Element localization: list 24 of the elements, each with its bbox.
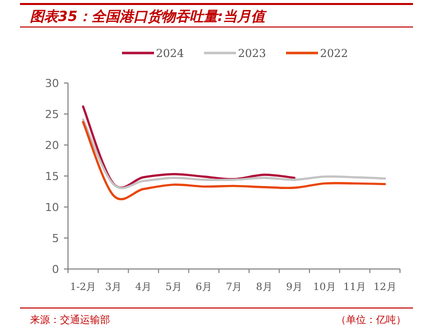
y-tick-label: 10: [45, 201, 59, 214]
source-note: 来源：交通运输部: [30, 314, 110, 326]
x-tick-label: 6月: [196, 282, 212, 293]
x-tick-label: 10月: [313, 282, 336, 293]
x-tick-label: 11月: [343, 282, 366, 293]
x-tick-label: 1-2月: [70, 282, 96, 293]
y-tick-label: 15: [45, 170, 59, 183]
x-tick-label: 5月: [165, 282, 182, 293]
x-tick-label: 12月: [374, 282, 396, 293]
legend-label: 2023: [238, 47, 266, 60]
y-tick-label: 5: [52, 232, 59, 245]
y-tick-label: 30: [45, 77, 59, 90]
x-tick-label: 9月: [286, 282, 303, 293]
y-tick-label: 0: [52, 263, 59, 276]
text: （单位：亿吨）: [336, 314, 406, 326]
chart-title: 图表35：全国港口货物吞吐量:当月值: [30, 9, 268, 25]
x-tick-label: 3月: [105, 282, 122, 293]
y-tick-label: 20: [45, 139, 59, 152]
x-tick-label: 8月: [256, 282, 272, 293]
x-tick-label: 7月: [226, 282, 242, 293]
legend-label: 2024: [156, 47, 184, 60]
y-tick-label: 25: [45, 108, 59, 121]
legend-label: 2022: [320, 47, 348, 60]
x-tick-label: 4月: [135, 282, 152, 293]
